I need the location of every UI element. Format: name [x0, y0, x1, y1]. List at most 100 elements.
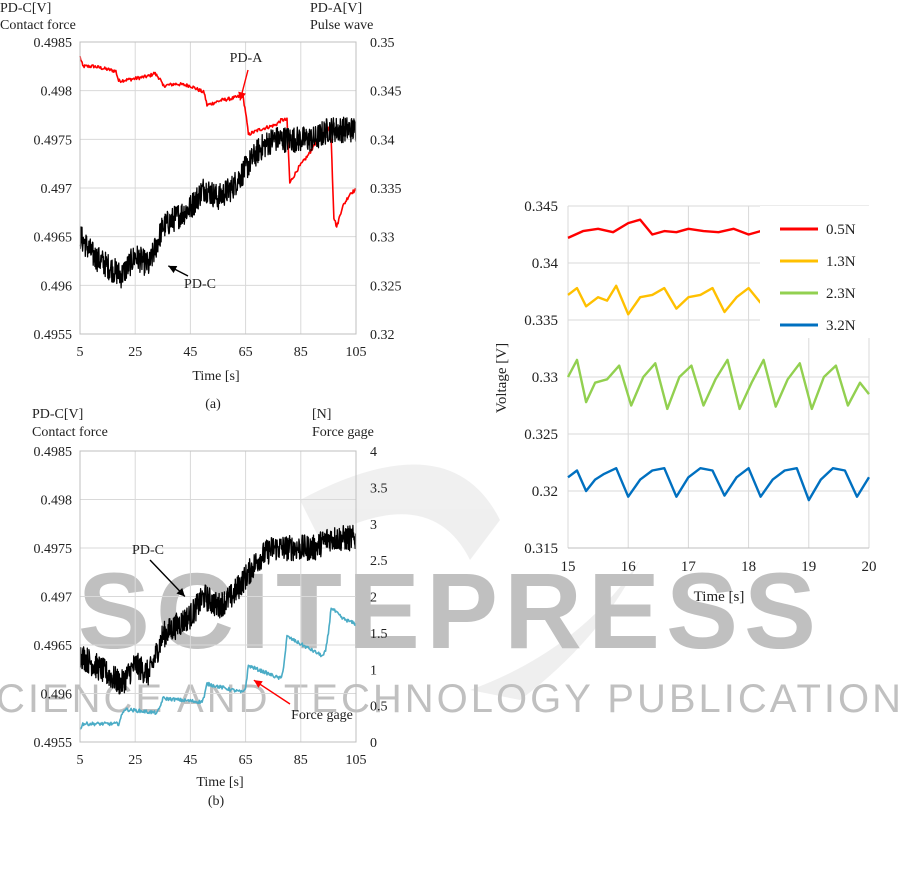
chart-c-x-axis-label: Time [s]	[694, 589, 745, 605]
watermark-swoosh-upper	[300, 464, 500, 560]
chart-b-left-tick-3: 0.497	[41, 591, 73, 606]
chart-b-annotation-label-0: PD-C	[132, 543, 164, 558]
watermark-tagline: SCIENCE AND TECHNOLOGY PUBLICATIONS	[0, 677, 901, 721]
chart-c-y-tick-6: 0.345	[524, 199, 558, 215]
chart-b-left-tick-6: 0.4985	[34, 445, 73, 460]
chart-b-x-tick-3: 65	[239, 753, 253, 768]
chart-b-annotation-label-1: Force gage	[291, 708, 353, 723]
chart-a-right-tick-0: 0.32	[370, 328, 395, 343]
chart-c-x-tick-2: 17	[681, 559, 697, 575]
chart-b-left-tick-0: 0.4955	[34, 736, 73, 751]
chart-b-right-tick-2: 1	[370, 663, 377, 678]
chart-a-x-tick-5: 105	[346, 345, 367, 360]
chart-a-x-tick-0: 5	[77, 345, 84, 360]
chart-b-right-tick-8: 4	[370, 445, 377, 460]
watermark: SCITEPRESS SCIENCE AND TECHNOLOGY PUBLIC…	[0, 464, 901, 721]
chart-a-right-tick-5: 0.345	[370, 85, 402, 100]
chart-a-left-tick-3: 0.497	[41, 182, 73, 197]
chart-c-axes: 0.315 0.32 0.325 0.33 0.335 0.34 0.345 15 16 17 18…	[524, 199, 876, 575]
chart-b-axes: 0.4955 0.496 0.4965 0.497 0.4975 0.498 0.4985 0…	[34, 445, 388, 768]
watermark-swoosh-lower	[470, 560, 640, 700]
chart-b-right-tick-5: 2.5	[370, 554, 388, 569]
chart-a-left-axis-label-line2: Contact force	[0, 18, 76, 33]
chart-b-right-tick-6: 3	[370, 518, 377, 533]
chart-c-x-tick-0: 15	[561, 559, 576, 575]
chart-b-annotation-arrowhead-1	[253, 680, 263, 688]
chart-a-right-tick-2: 0.33	[370, 231, 395, 246]
chart-a-left-tick-4: 0.4975	[34, 133, 73, 148]
chart-c-x-tick-4: 19	[801, 559, 816, 575]
chart-a-right-tick-6: 0.35	[370, 36, 395, 51]
chart-b-annotation-arrowhead-0	[176, 587, 185, 597]
chart-a-left-axis-label-line1: PD-C[V]	[0, 1, 51, 16]
chart-a-annotation-label-0: PD-A	[230, 51, 264, 66]
chart-b-x-tick-4: 85	[294, 753, 308, 768]
chart-c-series-2-3n	[566, 358, 870, 411]
chart-c-y-tick-0: 0.315	[524, 541, 558, 557]
chart-b-left-tick-4: 0.4975	[34, 542, 73, 557]
chart-c-series-0-5n	[567, 218, 761, 239]
chart-a-x-axis-label: Time [s]	[192, 369, 239, 384]
chart-a-left-tick-6: 0.4985	[34, 36, 73, 51]
chart-b-caption: (b)	[208, 794, 225, 809]
chart-c-legend-label-1: 1.3N	[826, 254, 856, 270]
chart-c-y-axis-label: Voltage [V]	[494, 343, 510, 413]
chart-c-y-tick-1: 0.32	[532, 484, 558, 500]
chart-a-series-pd-c	[79, 116, 357, 289]
chart-b-x-tick-1: 25	[128, 753, 142, 768]
chart-a-x-tick-2: 45	[183, 345, 197, 360]
chart-a-series	[79, 55, 357, 289]
chart-a-left-tick-1: 0.496	[41, 279, 73, 294]
chart-a: 0.4955 0.496 0.4965 0.497 0.4975 0.498 0.4985 0…	[0, 1, 402, 412]
chart-b-series-pd-c	[79, 524, 357, 695]
chart-b-left-tick-5: 0.498	[41, 494, 73, 509]
chart-b-x-tick-5: 105	[346, 753, 367, 768]
chart-c-y-tick-4: 0.335	[524, 313, 558, 329]
chart-b-left-tick-2: 0.4965	[34, 639, 73, 654]
chart-b-annotations: PD-C Force gage	[132, 543, 353, 723]
watermark-brand: SCITEPRESS	[78, 550, 822, 671]
chart-c-x-tick-1: 16	[621, 559, 637, 575]
chart-c-series	[566, 218, 871, 502]
chart-b-right-tick-7: 3.5	[370, 481, 388, 496]
chart-b-plot-frame	[79, 450, 357, 743]
chart-b-series-force-gage	[79, 607, 357, 730]
chart-a-left-tick-5: 0.498	[41, 85, 73, 100]
chart-a-annotation-arrowhead-0	[238, 91, 246, 101]
chart-c-legend: 0.5N 1.3N 2.3N 3.2N	[760, 206, 870, 338]
chart-a-x-tick-3: 65	[239, 345, 253, 360]
chart-b-annotation-arrow-0	[149, 559, 186, 597]
chart-a-right-tick-4: 0.34	[370, 133, 395, 148]
chart-b-x-tick-0: 5	[77, 753, 84, 768]
chart-c: 0.315 0.32 0.325 0.33 0.335 0.34 0.345 15 16 17 18…	[494, 199, 877, 605]
chart-a-annotations: PD-A PD-C	[167, 51, 264, 292]
chart-a-grid	[79, 41, 357, 335]
chart-b-x-axis-label: Time [s]	[196, 775, 243, 790]
chart-b-right-tick-1: 0.5	[370, 700, 388, 715]
chart-b-left-axis-label-line2: Contact force	[32, 425, 108, 440]
chart-a-annotation-label-1: PD-C	[184, 277, 216, 292]
chart-b-left-tick-1: 0.496	[41, 688, 73, 703]
chart-a-right-axis-label-line2: Pulse wave	[310, 18, 373, 33]
chart-b-x-tick-2: 45	[183, 753, 197, 768]
chart-a-left-tick-2: 0.4965	[34, 231, 73, 246]
chart-c-y-tick-2: 0.325	[524, 427, 558, 443]
chart-c-legend-label-0: 0.5N	[826, 222, 856, 238]
chart-a-left-tick-0: 0.4955	[34, 328, 73, 343]
chart-a-x-tick-4: 85	[294, 345, 308, 360]
chart-c-x-tick-5: 20	[862, 559, 877, 575]
chart-a-right-axis-label-line1: PD-A[V]	[310, 1, 362, 16]
chart-c-series-3-2n	[567, 467, 871, 502]
chart-b-left-axis-label-line1: PD-C[V]	[32, 407, 83, 422]
chart-c-y-tick-5: 0.34	[532, 256, 559, 272]
chart-b-right-tick-0: 0	[370, 736, 377, 751]
chart-b-right-tick-3: 1.5	[370, 627, 388, 642]
chart-c-legend-label-2: 2.3N	[826, 286, 856, 302]
chart-c-y-tick-3: 0.33	[532, 370, 558, 386]
chart-a-x-tick-1: 25	[128, 345, 142, 360]
chart-b: 0.4955 0.496 0.4965 0.497 0.4975 0.498 0.4985 0…	[32, 407, 388, 809]
chart-c-legend-label-3: 3.2N	[826, 318, 856, 334]
chart-a-axes: 0.4955 0.496 0.4965 0.497 0.4975 0.498 0.4985 0…	[34, 36, 402, 360]
chart-a-caption: (a)	[205, 397, 221, 412]
